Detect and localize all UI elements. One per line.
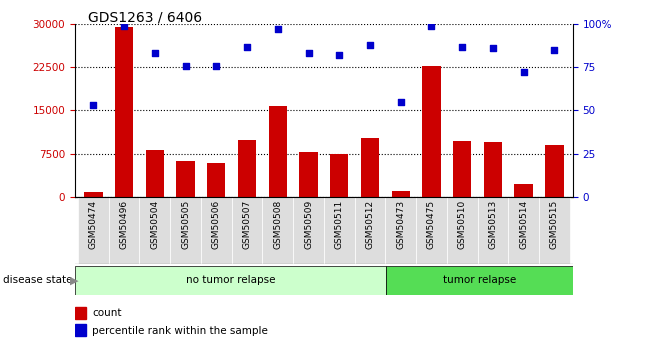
Bar xyxy=(324,197,355,264)
Bar xyxy=(484,142,502,197)
Text: disease state: disease state xyxy=(3,275,73,285)
Text: GSM50515: GSM50515 xyxy=(550,200,559,249)
Bar xyxy=(75,307,86,319)
Point xyxy=(396,99,406,105)
Bar xyxy=(238,140,256,197)
Bar xyxy=(207,163,225,197)
Point xyxy=(426,23,437,29)
Bar xyxy=(361,138,379,197)
Bar xyxy=(453,141,471,197)
Bar xyxy=(478,197,508,264)
Text: GSM50513: GSM50513 xyxy=(488,200,497,249)
Point xyxy=(457,44,467,49)
Text: GSM50514: GSM50514 xyxy=(519,200,528,249)
Bar xyxy=(75,266,386,295)
Text: GSM50511: GSM50511 xyxy=(335,200,344,249)
Point xyxy=(211,63,221,68)
Point xyxy=(273,27,283,32)
Text: GDS1263 / 6406: GDS1263 / 6406 xyxy=(88,10,202,24)
Point xyxy=(334,52,344,58)
Bar xyxy=(355,197,385,264)
Text: GSM50509: GSM50509 xyxy=(304,200,313,249)
Point xyxy=(242,44,252,49)
Point xyxy=(150,51,160,56)
Text: GSM50473: GSM50473 xyxy=(396,200,405,249)
Text: GSM50474: GSM50474 xyxy=(89,200,98,249)
Text: GSM50496: GSM50496 xyxy=(120,200,128,249)
Bar xyxy=(262,197,293,264)
Bar xyxy=(232,197,262,264)
Bar xyxy=(299,152,318,197)
Bar xyxy=(539,197,570,264)
Point xyxy=(180,63,191,68)
Bar xyxy=(75,324,86,336)
Point xyxy=(488,46,498,51)
Bar xyxy=(391,191,410,197)
Bar xyxy=(514,184,533,197)
Bar xyxy=(508,197,539,264)
Bar xyxy=(201,197,232,264)
Text: percentile rank within the sample: percentile rank within the sample xyxy=(92,326,268,335)
Bar xyxy=(269,106,287,197)
Point xyxy=(119,23,130,29)
Text: GSM50475: GSM50475 xyxy=(427,200,436,249)
Point xyxy=(549,47,560,53)
Bar xyxy=(545,145,564,197)
Bar xyxy=(385,197,416,264)
Text: GSM50507: GSM50507 xyxy=(243,200,251,249)
Bar xyxy=(146,149,164,197)
Point xyxy=(365,42,375,48)
Point xyxy=(88,102,98,108)
Bar xyxy=(422,66,441,197)
Bar xyxy=(115,27,133,197)
Bar xyxy=(416,197,447,264)
Bar xyxy=(330,154,348,197)
Text: ▶: ▶ xyxy=(70,275,79,285)
Text: no tumor relapse: no tumor relapse xyxy=(186,275,275,285)
Text: count: count xyxy=(92,308,122,318)
Text: GSM50505: GSM50505 xyxy=(181,200,190,249)
Text: GSM50504: GSM50504 xyxy=(150,200,159,249)
Bar xyxy=(78,197,109,264)
Text: GSM50506: GSM50506 xyxy=(212,200,221,249)
Bar xyxy=(447,197,478,264)
Bar xyxy=(170,197,201,264)
Point xyxy=(303,51,314,56)
Bar xyxy=(386,266,573,295)
Text: GSM50510: GSM50510 xyxy=(458,200,467,249)
Text: GSM50512: GSM50512 xyxy=(365,200,374,249)
Bar xyxy=(84,192,103,197)
Bar xyxy=(139,197,170,264)
Bar xyxy=(109,197,139,264)
Bar xyxy=(176,161,195,197)
Text: tumor relapse: tumor relapse xyxy=(443,275,516,285)
Bar xyxy=(293,197,324,264)
Text: GSM50508: GSM50508 xyxy=(273,200,283,249)
Point xyxy=(518,70,529,75)
